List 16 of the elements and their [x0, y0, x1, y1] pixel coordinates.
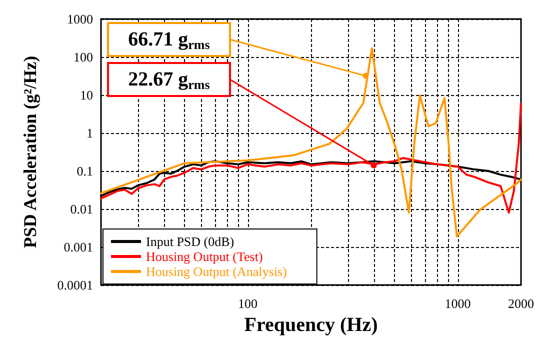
- y-tick-label: 1000: [67, 12, 93, 26]
- x-tick-label: 1000: [444, 296, 471, 311]
- y-tick-label: 0.01: [70, 202, 93, 216]
- y-tick-label: 100: [74, 50, 93, 64]
- y-tick-label: 1: [86, 126, 93, 140]
- y-axis-title: PSD Acceleration (g²/Hz): [20, 56, 40, 248]
- legend-label: Housing Output (Test): [146, 249, 263, 264]
- x-tick-label: 2000: [508, 296, 534, 311]
- y-tick-label: 0.1: [76, 164, 93, 178]
- x-tick-label: 100: [238, 296, 258, 311]
- legend-label: Housing Output (Analysis): [146, 264, 287, 279]
- y-tick-label: 0.0001: [57, 278, 93, 292]
- y-tick-label: 0.001: [64, 240, 93, 254]
- x-axis-title: Frequency (Hz): [244, 314, 378, 336]
- y-tick-label: 10: [80, 88, 93, 102]
- legend-label: Input PSD (0dB): [146, 234, 234, 249]
